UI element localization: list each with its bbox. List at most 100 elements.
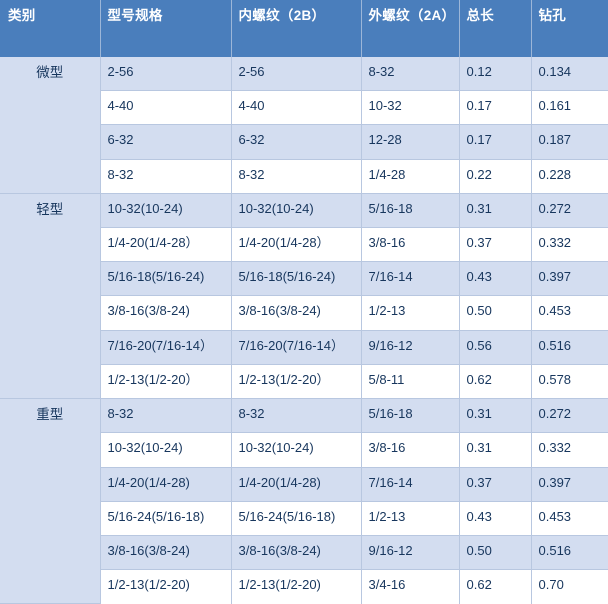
inner-thread-cell: 2-56 (231, 57, 362, 92)
table-row: 6-32 6-32 12-28 0.17 0.187 (0, 124, 608, 160)
inner-thread-cell: 1/2-13(1/2-20) (231, 569, 362, 604)
outer-thread-cell: 5/8-11 (361, 364, 460, 400)
table-row: 1/4-20(1/4-28） 1/4-20(1/4-28） 3/8-16 0.37 0.… (0, 227, 608, 263)
total-length-cell: 0.37 (459, 467, 532, 502)
drill-hole-cell: 0.397 (531, 467, 608, 502)
total-length-cell: 0.37 (459, 227, 532, 263)
outer-thread-cell: 10-32 (361, 90, 460, 126)
model-cell: 1/4-20(1/4-28） (100, 227, 232, 263)
table-row: 3/8-16(3/8-24) 3/8-16(3/8-24) 9/16-12 0.50 0… (0, 535, 608, 571)
total-length-cell: 0.17 (459, 90, 532, 126)
model-cell: 10-32(10-24) (100, 193, 232, 229)
drill-hole-cell: 0.516 (531, 330, 608, 365)
table-row: 1/2-13(1/2-20） 1/2-13(1/2-20） 5/8-11 0.62 0.… (0, 364, 608, 400)
column-header-drill-hole: 钻孔 (531, 0, 608, 57)
inner-thread-cell: 7/16-20(7/16-14） (231, 330, 362, 365)
model-cell: 6-32 (100, 124, 232, 160)
drill-hole-cell: 0.332 (531, 432, 608, 468)
column-header-model: 型号规格 (100, 0, 232, 57)
total-length-cell: 0.62 (459, 364, 532, 400)
inner-thread-cell: 1/2-13(1/2-20） (231, 364, 362, 400)
outer-thread-cell: 5/16-18 (361, 193, 460, 229)
table-row: 1/4-20(1/4-28) 1/4-20(1/4-28) 7/16-14 0.37 0… (0, 467, 608, 502)
outer-thread-cell: 12-28 (361, 124, 460, 160)
model-cell: 10-32(10-24) (100, 432, 232, 468)
drill-hole-cell: 0.397 (531, 261, 608, 297)
model-cell: 3/8-16(3/8-24) (100, 295, 232, 331)
total-length-cell: 0.31 (459, 398, 532, 434)
model-cell: 8-32 (100, 159, 232, 194)
outer-thread-cell: 1/2-13 (361, 295, 460, 331)
total-length-cell: 0.17 (459, 124, 532, 160)
table-row: 5/16-18(5/16-24) 5/16-18(5/16-24) 7/16-14 0… (0, 261, 608, 297)
inner-thread-cell: 5/16-24(5/16-18) (231, 501, 362, 537)
table-body: 微型 2-56 2-56 8-32 0.12 0.134 4-40 4-40 10-32 0.17… (0, 57, 608, 604)
table-row: 微型 2-56 2-56 8-32 0.12 0.134 (0, 57, 608, 194)
inner-thread-cell: 3/8-16(3/8-24) (231, 535, 362, 571)
table-row: 1/2-13(1/2-20) 1/2-13(1/2-20) 3/4-16 0.62 0.… (0, 569, 608, 604)
category-cell: 微型 (0, 57, 101, 194)
model-cell: 3/8-16(3/8-24) (100, 535, 232, 571)
model-cell: 2-56 (100, 57, 232, 92)
model-cell: 7/16-20(7/16-14） (100, 330, 232, 365)
model-cell: 8-32 (100, 398, 232, 434)
table-row: 10-32(10-24) 10-32(10-24) 3/8-16 0.31 0.332 (0, 432, 608, 468)
drill-hole-cell: 0.134 (531, 57, 608, 92)
model-cell: 1/2-13(1/2-20） (100, 364, 232, 400)
drill-hole-cell: 0.228 (531, 159, 608, 194)
table-row: 4-40 4-40 10-32 0.17 0.161 (0, 90, 608, 126)
table-row: 5/16-24(5/16-18) 5/16-24(5/16-18) 1/2-13 0.… (0, 501, 608, 537)
drill-hole-cell: 0.516 (531, 535, 608, 571)
column-header-outer-thread: 外螺纹（2A） (361, 0, 460, 57)
model-cell: 1/4-20(1/4-28) (100, 467, 232, 502)
drill-hole-cell: 0.578 (531, 364, 608, 400)
total-length-cell: 0.31 (459, 432, 532, 468)
outer-thread-cell: 1/2-13 (361, 501, 460, 537)
inner-thread-cell: 1/4-20(1/4-28) (231, 467, 362, 502)
outer-thread-cell: 5/16-18 (361, 398, 460, 434)
table-row: 7/16-20(7/16-14） 7/16-20(7/16-14） 9/16-12 0… (0, 330, 608, 365)
total-length-cell: 0.43 (459, 261, 532, 297)
model-cell: 1/2-13(1/2-20) (100, 569, 232, 604)
inner-thread-cell: 1/4-20(1/4-28） (231, 227, 362, 263)
total-length-cell: 0.50 (459, 535, 532, 571)
inner-thread-cell: 10-32(10-24) (231, 432, 362, 468)
outer-thread-cell: 7/16-14 (361, 261, 460, 297)
inner-thread-cell: 4-40 (231, 90, 362, 126)
table-row: 重型 8-32 8-32 5/16-18 0.31 0.272 (0, 398, 608, 604)
drill-hole-cell: 0.272 (531, 193, 608, 229)
outer-thread-cell: 7/16-14 (361, 467, 460, 502)
header-row: 类别 型号规格 内螺纹（2B） 外螺纹（2A） 总长 钻孔 (0, 0, 608, 57)
category-cell: 重型 (0, 398, 101, 604)
table-header: 类别 型号规格 内螺纹（2B） 外螺纹（2A） 总长 钻孔 (0, 0, 608, 57)
model-cell: 5/16-24(5/16-18) (100, 501, 232, 537)
inner-thread-cell: 6-32 (231, 124, 362, 160)
drill-hole-cell: 0.70 (531, 569, 608, 604)
total-length-cell: 0.22 (459, 159, 532, 194)
total-length-cell: 0.12 (459, 57, 532, 92)
inner-thread-cell: 3/8-16(3/8-24) (231, 295, 362, 331)
table-row: 3/8-16(3/8-24) 3/8-16(3/8-24) 1/2-13 0.50 0.… (0, 295, 608, 331)
drill-hole-cell: 0.453 (531, 295, 608, 331)
column-header-total-length: 总长 (459, 0, 532, 57)
outer-thread-cell: 9/16-12 (361, 535, 460, 571)
drill-hole-cell: 0.161 (531, 90, 608, 126)
category-cell: 轻型 (0, 193, 101, 400)
drill-hole-cell: 0.332 (531, 227, 608, 263)
drill-hole-cell: 0.272 (531, 398, 608, 434)
outer-thread-cell: 3/8-16 (361, 432, 460, 468)
column-header-category: 类别 (0, 0, 101, 57)
outer-thread-cell: 9/16-12 (361, 330, 460, 365)
outer-thread-cell: 8-32 (361, 57, 460, 92)
inner-thread-cell: 8-32 (231, 398, 362, 434)
outer-thread-cell: 3/4-16 (361, 569, 460, 604)
drill-hole-cell: 0.453 (531, 501, 608, 537)
column-header-inner-thread: 内螺纹（2B） (231, 0, 362, 57)
total-length-cell: 0.50 (459, 295, 532, 331)
model-cell: 4-40 (100, 90, 232, 126)
total-length-cell: 0.43 (459, 501, 532, 537)
drill-hole-cell: 0.187 (531, 124, 608, 160)
table-row: 8-32 8-32 1/4-28 0.22 0.228 (0, 159, 608, 194)
inner-thread-cell: 10-32(10-24) (231, 193, 362, 229)
